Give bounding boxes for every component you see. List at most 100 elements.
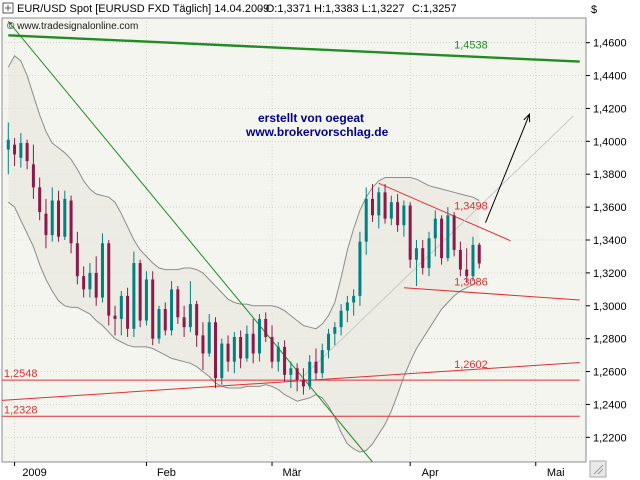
- candle-body: [75, 243, 79, 277]
- candle: [377, 187, 381, 229]
- candle: [100, 233, 104, 303]
- candle: [107, 240, 111, 326]
- candle-body: [257, 318, 261, 354]
- bollinger-band-fill: [8, 55, 480, 453]
- candle-body: [345, 302, 349, 311]
- candle: [201, 322, 205, 370]
- candle: [138, 259, 142, 328]
- candle-body: [214, 322, 218, 379]
- candle: [301, 368, 305, 395]
- candle: [38, 177, 42, 221]
- x-tick-label: Apr: [422, 467, 439, 479]
- y-tick-label: 1,3200: [593, 268, 627, 280]
- y-tick-label: 1,3000: [593, 301, 627, 313]
- candle-body: [44, 213, 48, 236]
- candle: [339, 304, 343, 336]
- candle: [188, 281, 192, 333]
- candle-body: [283, 346, 287, 375]
- level-labels: 1,4538 1,3498 1,3086 1,2602 1,2548 1,2328: [4, 39, 488, 416]
- candle-body: [119, 295, 123, 319]
- candle-body: [289, 368, 293, 375]
- candle: [245, 325, 249, 362]
- y-tick-label: 1,2200: [593, 432, 627, 444]
- chart-settings-icon[interactable]: [2, 2, 14, 14]
- y-tick-label: 1,3600: [593, 202, 627, 214]
- candle-body: [163, 309, 167, 331]
- candle-body: [352, 295, 356, 303]
- annotation-author: erstellt von oegeat: [258, 111, 364, 125]
- candle-body: [446, 215, 450, 259]
- candle: [151, 271, 155, 346]
- candle: [157, 305, 161, 344]
- candle: [295, 363, 299, 392]
- candle-body: [301, 379, 305, 387]
- candle-body: [364, 198, 368, 242]
- candle-body: [245, 333, 249, 359]
- candle-body: [38, 187, 42, 213]
- candle: [31, 144, 35, 199]
- candle: [251, 318, 255, 364]
- candle: [276, 341, 280, 372]
- candle-body: [82, 276, 86, 290]
- candle-body: [138, 263, 142, 321]
- candle: [345, 295, 349, 323]
- candle-body: [377, 192, 381, 216]
- candle-body: [176, 289, 180, 318]
- level-label: 1,3498: [454, 201, 488, 213]
- candle: [226, 335, 230, 372]
- candle: [396, 193, 400, 232]
- candle-body: [188, 304, 192, 328]
- candle: [239, 330, 243, 369]
- x-tick-label: Mai: [547, 467, 565, 479]
- close-value: C:1,3257: [412, 3, 457, 15]
- candle: [119, 290, 123, 336]
- candle: [113, 305, 117, 336]
- candle: [163, 302, 167, 336]
- candle: [389, 195, 393, 226]
- candle: [370, 184, 374, 222]
- candle-body: [6, 139, 10, 150]
- candle: [232, 332, 236, 374]
- candle: [433, 210, 437, 257]
- candle: [257, 314, 261, 362]
- candle: [88, 263, 92, 298]
- watermark: © www.tradesignalonline.com: [7, 21, 138, 32]
- candle: [327, 328, 331, 359]
- trend-line-triangle-top: [378, 182, 511, 242]
- x-tick-label: Mär: [283, 467, 302, 479]
- candle-body: [370, 198, 374, 216]
- candlesticks: [6, 122, 481, 395]
- candle: [69, 195, 73, 254]
- annotation-url: www.brokervorschlag.de: [245, 125, 389, 139]
- candle: [170, 281, 174, 336]
- candle: [320, 343, 324, 379]
- candle: [50, 187, 54, 242]
- candle-body: [144, 279, 148, 321]
- y-tick-label: 1,4400: [593, 71, 627, 83]
- candle: [270, 325, 274, 369]
- candle-body: [314, 361, 318, 374]
- trend-line-falling-trend-green: [7, 20, 373, 463]
- candle-body: [13, 144, 17, 155]
- level-label: 1,3086: [454, 277, 488, 289]
- candle: [414, 240, 418, 287]
- candle-body: [320, 350, 324, 374]
- candle-body: [207, 322, 211, 354]
- candle: [176, 286, 180, 324]
- candle-body: [402, 205, 406, 226]
- candle-body: [50, 200, 54, 236]
- candle-body: [88, 272, 92, 290]
- candle-body: [358, 241, 362, 296]
- y-tick-label: 1,2600: [593, 367, 627, 379]
- candle-body: [94, 272, 98, 298]
- y-tick-label: 1,2400: [593, 399, 627, 411]
- candle-body: [251, 333, 255, 354]
- candle-body: [433, 218, 437, 239]
- candle: [358, 231, 362, 306]
- candle-body: [440, 218, 444, 259]
- resize-grip-icon[interactable]: [589, 460, 607, 478]
- candle: [13, 138, 17, 166]
- candle: [471, 236, 475, 282]
- candle-body: [151, 279, 155, 339]
